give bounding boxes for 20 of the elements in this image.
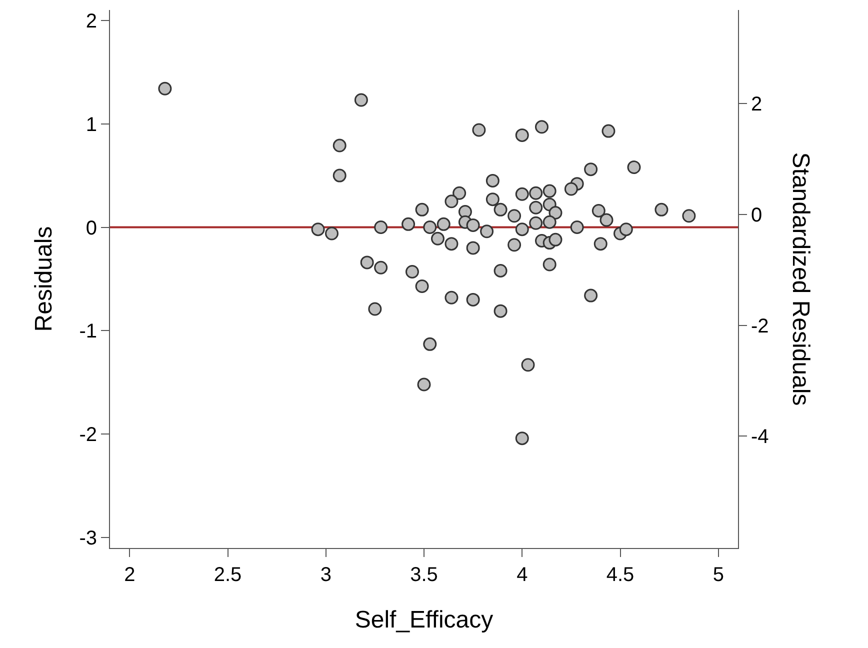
y-tick-label: -2 bbox=[79, 424, 97, 446]
y-tick-label: -3 bbox=[79, 528, 97, 550]
x-tick-label: 3 bbox=[320, 564, 332, 586]
y2-tick-label: 2 bbox=[751, 94, 762, 116]
y2-tick-label: 0 bbox=[751, 204, 762, 226]
x-tick-label: 2.5 bbox=[214, 564, 242, 586]
y-tick-label: -1 bbox=[79, 320, 97, 343]
y2-tick-label: -4 bbox=[751, 426, 769, 448]
x-tick-label: 5 bbox=[712, 564, 724, 586]
y2-axis-title: Standardized Residuals bbox=[786, 152, 814, 406]
x-axis-title: Self_Efficacy bbox=[354, 606, 494, 634]
y-tick-label: 2 bbox=[86, 10, 97, 32]
x-tick-label: 4 bbox=[516, 564, 528, 586]
x-tick-label: 4.5 bbox=[606, 564, 634, 586]
x-tick-label: 3.5 bbox=[410, 564, 438, 586]
x-tick-label: 2 bbox=[124, 564, 136, 586]
y2-tick-label: -2 bbox=[751, 315, 769, 338]
y-tick-label: 1 bbox=[86, 114, 97, 136]
y-tick-label: 0 bbox=[86, 217, 97, 240]
y-axis-title: Residuals bbox=[30, 226, 58, 332]
